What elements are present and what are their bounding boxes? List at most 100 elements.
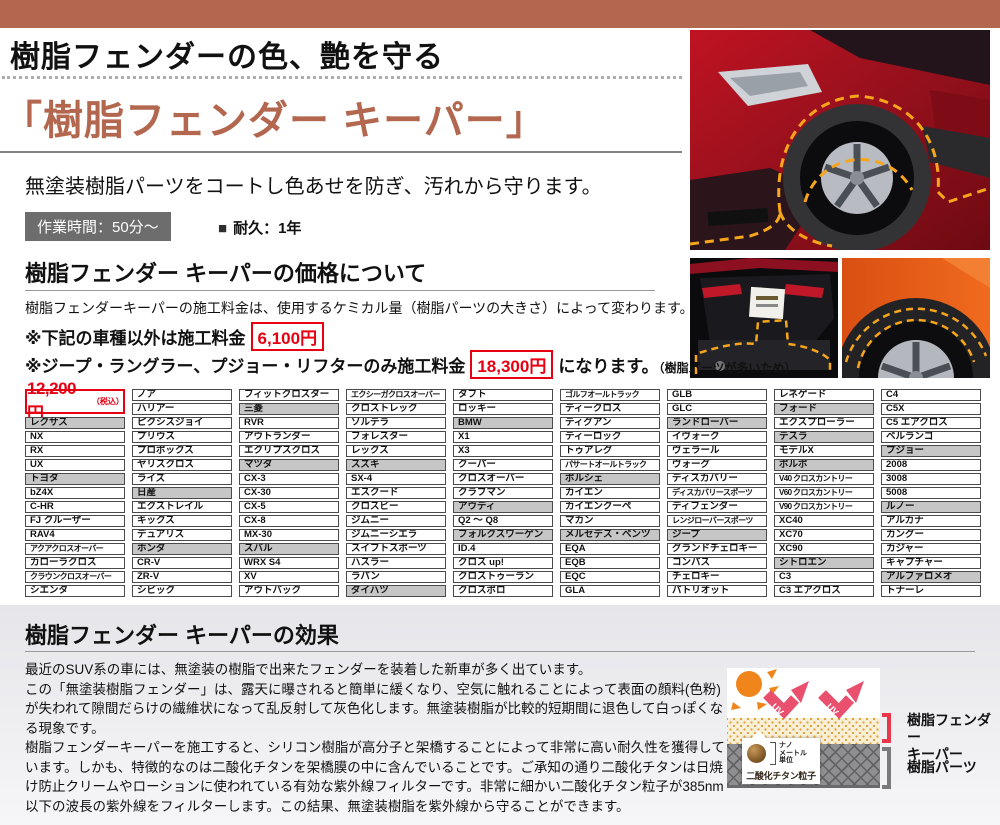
titanium-callout: ナノ メートル 単位 二酸化チタン粒子 [742,730,820,784]
model-cell: ハリアー [132,403,232,415]
model-cell: ソルテラ [346,417,446,429]
model-cell: ZR-V [132,571,232,583]
table-price-tax-note: （税込） [91,397,124,406]
note1-price-box: 6,100円 [250,322,325,351]
model-cell: アクアクロスオーバー [25,543,125,555]
brand-header-cell: ポルシェ [560,473,660,485]
brand-header-cell: ボルボ [774,459,874,471]
model-cell: クロス up! [453,557,553,569]
keeper-bracket-icon [882,713,891,743]
model-cell: クラウンクロスオーバー [25,571,125,583]
model-cell: CX-3 [239,473,339,485]
note2-reason: （樹脂パーツが多いため） [658,361,797,375]
brand-header-cell: 三菱 [239,403,339,415]
model-cell: GLA [560,585,660,597]
model-cell: 3008 [881,473,981,485]
parts-bracket-icon [882,747,891,789]
model-cell: フィットクロスター [239,389,339,401]
model-cell: GLB [667,389,767,401]
page-tagline: 樹脂フェンダーの色、艶を守る [10,41,444,74]
model-cell: クロストレック [346,403,446,415]
model-cell: C3 エアクロス [774,585,874,597]
table-column: レネゲード フォード エクスプローラー テスラ モデルX ボルボ V40 クロスカントリー V… [774,389,874,597]
model-cell: クーパー [453,459,553,471]
model-cell: ヤリスクロス [132,459,232,471]
car-photo-rear-bumper [690,258,838,378]
note2-prefix: ※ジープ・ラングラー、プジョー・リフターのみ施工料金 [25,357,466,376]
model-cell: フォレスター [346,431,446,443]
model-cell: ピクシスジョイ [132,417,232,429]
model-cell: ハスラー [346,557,446,569]
nano-line: ナノ [779,742,793,750]
model-cell: エスクード [346,487,446,499]
table-column: タフト ロッキー BMW X1 X3 クーパー クロスオーバー クラブマン アウディ Q2 ～ Q… [453,389,553,597]
brand-header-cell: ランドローバー [667,417,767,429]
model-cell: Q2 ～ Q8 [453,515,553,527]
model-cell: C5X [881,403,981,415]
model-cell: プリウス [132,431,232,443]
pricing-description: 樹脂フェンダーキーパーの施工料金は、使用するケミカル量（樹脂パーツの大きさ）によ… [25,300,694,316]
model-cell: エクリプスクロス [239,445,339,457]
durability-text: 耐久：1年 [233,220,302,237]
model-cell: タフト [453,389,553,401]
effect-paragraph: 最近のSUV系の車には、無塗装の樹脂で出来たフェンダーを装着した新車が多く出てい… [25,662,592,677]
model-cell: エクシーガクロスオーバー [346,389,446,401]
model-cell: カングー [881,529,981,541]
model-cell: イヴォーク [667,431,767,443]
model-cell: アルカナ [881,515,981,527]
model-cell: V40 クロスカントリー [774,473,874,485]
model-cell: キャプチャー [881,557,981,569]
model-cell: ライズ [132,473,232,485]
uv-protection-diagram: UV UV ナノ メートル 単位 二酸化チタン粒子 樹脂フェンダー キーパー 樹… [727,665,997,803]
model-cell: チェロキー [667,571,767,583]
brand-header-cell: マツダ [239,459,339,471]
model-cell: クロストゥーラン [453,571,553,583]
table-column: GLB GLC ランドローバー イヴォーク ヴェラール ヴォーグ ディスカバリー ディスカバリ… [667,389,767,597]
model-cell: クラブマン [453,487,553,499]
model-cell: EQA [560,543,660,555]
effect-paragraphs: 最近のSUV系の車には、無塗装の樹脂で出来たフェンダーを装着した新車が多く出てい… [25,660,725,816]
model-cell: ベルランゴ [881,431,981,443]
model-cell: ジムニーシエラ [346,529,446,541]
model-cell: CX-8 [239,515,339,527]
brand-header-cell: トヨタ [25,473,125,485]
table-column: ゴルフオールトラック ティークロス ティグアン ティーロック トゥアレグ パサートオールト… [560,389,660,597]
brand-header-cell: 日産 [132,487,232,499]
model-cell: ヴォーグ [667,459,767,471]
car-photo-front-fender [690,30,990,250]
brand-header-cell: シトロエン [774,557,874,569]
model-cell: C4 [881,389,981,401]
model-cell: カイエンクーペ [560,501,660,513]
model-cell: UX [25,459,125,471]
model-cell: 5008 [881,487,981,499]
model-cell: ID.4 [453,543,553,555]
brand-header-cell: テスラ [774,431,874,443]
model-cell: デュアリス [132,529,232,541]
pricing-note-2: ※ジープ・ラングラー、プジョー・リフターのみ施工料金 18,300円 になります。（… [25,350,796,379]
model-cell: XC90 [774,543,874,555]
model-cell: CX-30 [239,487,339,499]
car-photo-wheel-arch [842,258,990,378]
brand-header-cell: スズキ [346,459,446,471]
model-cell: RAV4 [25,529,125,541]
brand-header-cell: ルノー [881,501,981,513]
table-column: 12,200円 （税込） レクサス NX RX UX トヨタ bZ4X C-HR FJ クルーザー… [25,379,125,597]
model-cell: ディスカバリー [667,473,767,485]
brand-header-cell: スバル [239,543,339,555]
model-cell: カジャー [881,543,981,555]
model-cell: FJ クルーザー [25,515,125,527]
effect-section-heading: 樹脂フェンダー キーパーの効果 [25,623,339,648]
model-cell: ラパン [346,571,446,583]
model-cell: レンジローバースポーツ [667,515,767,527]
model-cell: XC70 [774,529,874,541]
model-cell: エクスプローラー [774,417,874,429]
model-cell: C3 [774,571,874,583]
model-cell: X3 [453,445,553,457]
top-accent-bar [0,0,1000,28]
model-cell: プロボックス [132,445,232,457]
model-cell: ディスカバリースポーツ [667,487,767,499]
model-cell: C-HR [25,501,125,513]
brand-header-cell: ジープ [667,529,767,541]
titanium-particle-icon [747,744,766,763]
model-cell: ゴルフオールトラック [560,389,660,401]
